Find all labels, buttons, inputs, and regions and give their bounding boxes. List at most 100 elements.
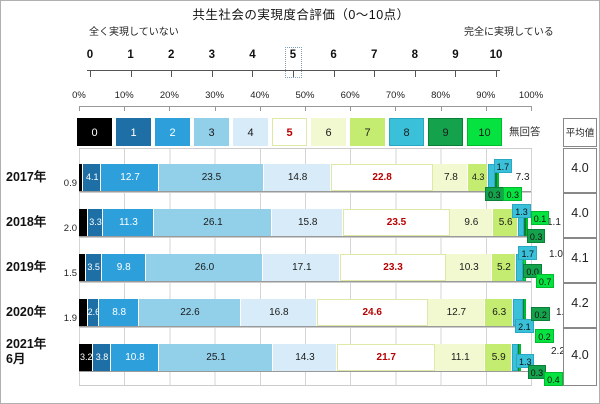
segment-value-callout: 0.1 [530, 211, 550, 225]
segment-label: 7.8 [443, 172, 458, 183]
row-label: 2020年 [6, 305, 47, 319]
score-scale-tick-label: 9 [452, 49, 459, 61]
bar-segment [102, 209, 155, 236]
legend-no-answer-label: 無回答 [509, 126, 541, 138]
row-label: 2017年 [6, 170, 47, 184]
segment-label: 26.0 [194, 262, 215, 273]
bar-segment [263, 254, 341, 281]
segment-label: 7.3 [515, 172, 530, 183]
segment-label: 11.1 [450, 352, 470, 363]
average-value: 4.2 [563, 283, 597, 328]
segment-label: 9.8 [116, 262, 131, 273]
percent-tick-label: 70% [385, 90, 405, 101]
percent-tick [214, 106, 216, 111]
segment-label: 25.1 [206, 352, 226, 363]
score-scale-tick [496, 70, 497, 77]
no-answer-value: 2.2 [551, 346, 565, 357]
percent-tick-label: 90% [476, 90, 496, 101]
segment-label: 5.6 [498, 217, 513, 228]
legend-item: 1 [116, 118, 151, 146]
legend-item: 3 [194, 118, 229, 146]
grid-horizontal-line [79, 237, 532, 238]
segment-label: 22.6 [180, 307, 200, 318]
bar-segment [427, 299, 485, 326]
grid-horizontal-line [79, 148, 532, 149]
bar-segment [79, 164, 84, 191]
segment-label: 23.5 [201, 172, 222, 183]
grid-horizontal-line [79, 282, 532, 283]
bar-segment [435, 344, 486, 371]
legend-item: 2 [155, 118, 190, 146]
segment-label: 12.7 [446, 307, 467, 318]
percent-tick-label: 60% [340, 90, 360, 101]
bar-segment [79, 209, 89, 236]
average-value: 4.1 [563, 238, 597, 283]
score-scale-tick [90, 70, 91, 77]
score-scale-tick [171, 70, 173, 77]
chart-row: 2021年 6月 3.2 3.8 10.8 25.1 14.3 21.7 11.1 5.9 1.3 0… [1, 328, 599, 386]
score-scale-tick [211, 70, 213, 77]
score-scale-tick-label: 4 [249, 49, 256, 61]
score-scale-tick-label: 6 [330, 49, 337, 61]
boxed-score-highlight [285, 47, 302, 78]
percent-tick-label: 100% [518, 90, 544, 101]
grid-horizontal-line [79, 327, 532, 328]
bar-segment [340, 254, 446, 281]
bar-segment [87, 299, 100, 326]
segment-label: 2.6 [87, 307, 101, 317]
segment-label: 5.9 [491, 352, 506, 363]
bar-segment [138, 299, 241, 326]
average-value: 4.0 [563, 193, 597, 238]
no-answer-value: 1.4 [556, 299, 570, 326]
legend-item: 0 [77, 118, 112, 146]
bar-segment [154, 209, 272, 236]
bar-segment [79, 254, 86, 281]
average-value: 4.0 [563, 328, 597, 386]
stacked-bar: 3.3 11.3 26.1 15.8 23.5 9.6 5.6 [79, 209, 531, 237]
bar-segment [83, 164, 102, 191]
segment-label: 8.8 [112, 307, 127, 318]
percent-tick [79, 106, 80, 111]
segment-value-left: 0.9 [63, 178, 77, 189]
score-scale-tick-label: 10 [489, 49, 503, 61]
segment-label: 9.6 [464, 217, 479, 228]
row-label: 2018年 [6, 215, 47, 229]
score-scale-tick [293, 70, 294, 77]
chart-rows: 2017年 4.1 12.7 23.5 14.8 22.8 7.8 4.3 7.3 0.9 1.7 0… [1, 148, 599, 386]
no-answer-value: 1.0 [549, 249, 563, 260]
chart-title: 共生社会の実現度合評価（0〜10点） [192, 8, 410, 22]
segment-value-callout: 0.7 [535, 274, 555, 288]
bar-segment [337, 344, 436, 371]
row-label: 2019年 [6, 260, 47, 274]
segment-label: 3.3 [89, 217, 102, 227]
bar-segment [101, 254, 146, 281]
score-scale-tick-label: 0 [86, 49, 94, 61]
segment-label: 12.7 [120, 172, 140, 183]
segment-label: 6.3 [492, 307, 507, 318]
grid-horizontal-line [79, 192, 532, 193]
score-scale-tick-label: 7 [370, 49, 378, 61]
no-answer-value: 1.1 [547, 217, 561, 228]
stacked-bar: 3.5 9.8 26.0 17.1 23.3 10.3 5.2 [79, 254, 531, 282]
score-scale-tick-label: 8 [411, 49, 418, 61]
percent-tick [531, 106, 532, 111]
chart-row: 2019年 3.5 9.8 26.0 17.1 23.3 10.3 5.2 1.5 1.7 0.0 0… [1, 238, 599, 288]
bar-segment [240, 299, 317, 326]
segment-label: 3.8 [95, 352, 109, 362]
average-column-header: 平均値 [563, 118, 597, 147]
percent-tick [395, 106, 397, 111]
bar-segment [79, 344, 94, 371]
bar-segment [158, 164, 265, 191]
score-scale-tick [374, 70, 376, 77]
percent-tick-label: 10% [114, 90, 134, 101]
segment-label: 23.3 [383, 262, 403, 273]
segment-value-left: 1.5 [63, 268, 77, 279]
scale-left-anchor-label: 全く実現していない [89, 27, 179, 38]
bar-segment [159, 344, 273, 371]
scale-right-anchor-label: 完全に実現している [464, 27, 554, 38]
segment-label: 10.8 [125, 352, 145, 363]
percent-tick-label: 40% [250, 90, 270, 101]
legend-item: 8 [389, 118, 424, 146]
bar-segment [110, 344, 160, 371]
